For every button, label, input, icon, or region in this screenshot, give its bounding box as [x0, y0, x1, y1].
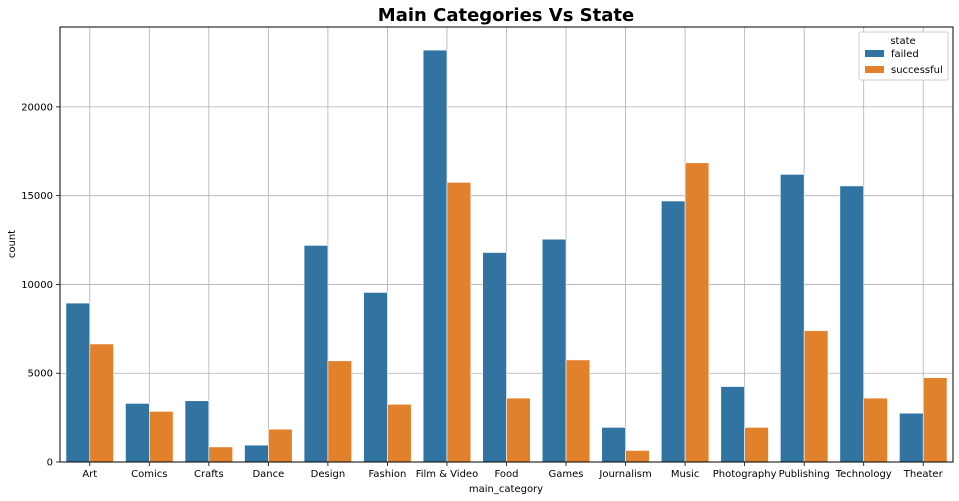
- bars: [65, 49, 948, 463]
- x-ticks: Art Comics Crafts Dance Design Fashion Film & …: [82, 462, 944, 480]
- x-tick-label: Design: [311, 469, 346, 480]
- x-axis-label: main_category: [469, 484, 543, 495]
- bar-successful-theater: [922, 377, 948, 463]
- bar-failed-art: [65, 302, 91, 463]
- bar-failed-fashion: [363, 292, 388, 463]
- y-tick-label: 5000: [28, 369, 53, 380]
- x-tick-label: Fashion: [369, 469, 407, 480]
- legend: state failed successful: [858, 31, 949, 81]
- bar-failed-technology: [839, 185, 864, 463]
- x-tick-label: Theater: [903, 469, 944, 480]
- bar-failed-dance: [244, 444, 269, 463]
- x-tick-label: Film & Video: [416, 469, 479, 480]
- y-tick-label: 20000: [21, 102, 53, 113]
- legend-swatch-successful: [865, 66, 884, 73]
- bar-successful-music: [684, 162, 710, 463]
- bar-failed-publishing: [780, 174, 805, 463]
- x-tick-label: Comics: [131, 469, 167, 480]
- x-tick-label: Food: [495, 469, 519, 480]
- y-tick-label: 0: [47, 458, 53, 469]
- x-tick-label: Music: [671, 469, 699, 480]
- x-tick-label: Technology: [835, 469, 892, 480]
- bar-failed-design: [303, 245, 329, 463]
- legend-label-failed: failed: [891, 49, 919, 60]
- bar-successful-food: [506, 397, 531, 463]
- bar-successful-comics: [149, 411, 174, 463]
- bar-failed-journalism: [601, 427, 626, 463]
- chart-title: Main Categories Vs State: [378, 5, 634, 26]
- bar-failed-crafts: [184, 400, 210, 463]
- x-tick-label: Publishing: [779, 469, 830, 480]
- bar-successful-dance: [268, 428, 293, 463]
- bar-failed-games: [541, 238, 567, 463]
- x-tick-label: Games: [549, 469, 584, 480]
- bar-failed-theater: [899, 412, 924, 463]
- legend-swatch-failed: [865, 50, 884, 57]
- bar-successful-publishing: [803, 330, 829, 463]
- bar-failed-music: [660, 200, 686, 463]
- bar-successful-games: [565, 359, 591, 463]
- bar-failed-film-video: [422, 49, 448, 463]
- y-tick-label: 10000: [21, 280, 53, 291]
- legend-title: state: [890, 36, 915, 47]
- bar-failed-food: [482, 252, 507, 463]
- y-ticks: 0 5000 10000 15000 20000: [21, 102, 60, 469]
- x-tick-label: Crafts: [194, 469, 224, 480]
- bar-successful-design: [327, 360, 353, 463]
- bar-failed-comics: [125, 403, 150, 463]
- bar-successful-photography: [744, 427, 769, 463]
- bar-failed-photography: [720, 386, 745, 463]
- x-tick-label: Art: [82, 469, 97, 480]
- legend-label-successful: successful: [891, 65, 943, 76]
- bar-successful-journalism: [625, 450, 650, 463]
- bar-successful-film-video: [446, 182, 472, 463]
- y-tick-label: 15000: [21, 191, 53, 202]
- bar-successful-crafts: [208, 446, 233, 463]
- x-tick-label: Dance: [252, 469, 284, 480]
- y-axis-label: count: [7, 230, 18, 258]
- x-tick-label: Photography: [713, 469, 777, 480]
- bar-successful-fashion: [387, 403, 412, 463]
- x-tick-label: Journalism: [598, 469, 651, 480]
- bar-successful-art: [89, 343, 114, 463]
- bar-successful-technology: [863, 397, 888, 463]
